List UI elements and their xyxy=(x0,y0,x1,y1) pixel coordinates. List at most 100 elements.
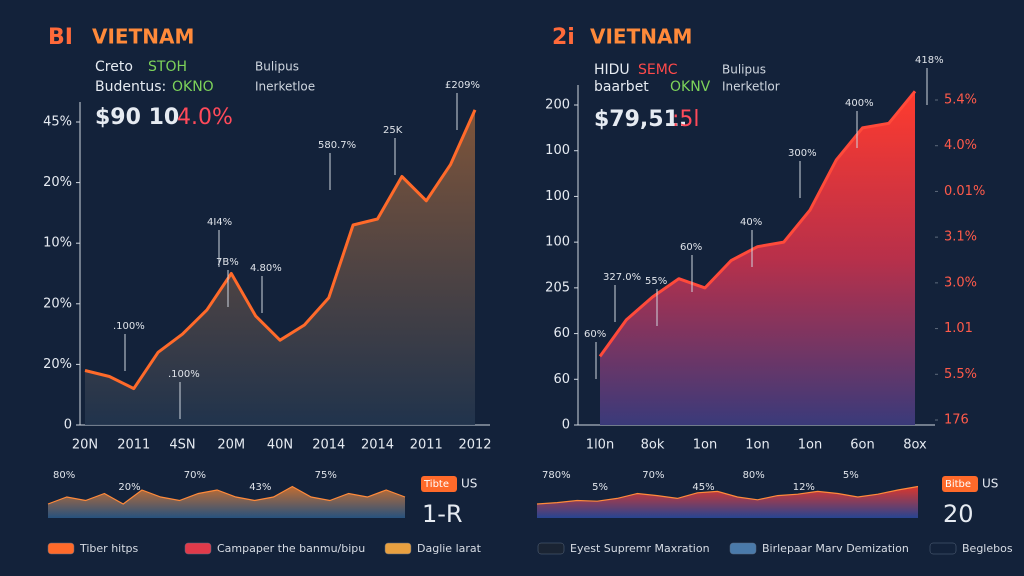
price: $79,51. xyxy=(594,107,687,132)
header-text: SEMC xyxy=(638,62,678,78)
title: VIETNAM xyxy=(590,25,692,49)
y2-tick-label: 5.5% xyxy=(944,367,977,382)
x-tick-label: 2014 xyxy=(361,438,394,453)
mini-annotation: 5% xyxy=(592,482,608,493)
mini-annotation: 43% xyxy=(249,482,271,493)
badge-unit: US xyxy=(461,477,477,491)
mini-annotation: 12% xyxy=(793,482,815,493)
x-tick-label: 20M xyxy=(217,438,245,453)
y-tick-label: 0 xyxy=(562,418,570,433)
annotation: 60% xyxy=(584,329,606,340)
header-text: baarbet xyxy=(594,79,649,95)
mini-area xyxy=(48,486,405,518)
y-tick-label: 205 xyxy=(545,280,570,295)
mini-area xyxy=(537,486,918,518)
y-tick-label: 60 xyxy=(553,372,570,387)
annotation: £209% xyxy=(445,80,480,91)
badge-unit: US xyxy=(982,477,998,491)
y2-tick-label: 0.01% xyxy=(944,184,985,199)
x-tick-label: 1on xyxy=(693,438,717,453)
annotation: 418% xyxy=(915,55,944,66)
price-change: :5l xyxy=(672,107,700,132)
legend-label: Daglie larat xyxy=(417,542,482,555)
annotation: 25K xyxy=(383,125,403,136)
badge: Bitbe xyxy=(945,479,971,490)
annotation: 55% xyxy=(645,276,667,287)
y-tick-label: 200 xyxy=(545,98,570,113)
annotation: 40% xyxy=(740,217,762,228)
area xyxy=(85,109,475,426)
line xyxy=(598,90,917,358)
y2-tick-label: 5.4% xyxy=(944,93,977,108)
header-text: STOH xyxy=(148,59,187,75)
x-tick-label: 2011 xyxy=(117,438,150,453)
y-tick-label: 10% xyxy=(43,236,72,251)
header-text: Budentus: xyxy=(95,79,166,95)
legend-swatch xyxy=(384,542,412,555)
header-text: Inerketloe xyxy=(255,80,315,94)
annotation: 4.80% xyxy=(250,263,282,274)
header-text: Bulipus xyxy=(255,60,299,74)
mini-annotation: 20% xyxy=(118,482,140,493)
legend-swatch xyxy=(184,542,212,555)
y2-tick-label: 1.01 xyxy=(944,321,973,336)
legend-swatch xyxy=(47,542,75,555)
mini-line xyxy=(47,485,406,505)
header-text: Creto xyxy=(95,59,133,75)
annotation: 400% xyxy=(845,98,874,109)
mini-line xyxy=(536,485,919,505)
y2-tick-label: 3.1% xyxy=(944,230,977,245)
annotation: 60% xyxy=(680,242,702,253)
badge: Tibte xyxy=(423,479,449,490)
y-tick-label: 20% xyxy=(43,357,72,372)
x-tick-label: 2011 xyxy=(410,438,443,453)
price: $90 10 xyxy=(95,105,179,130)
y-tick-label: 45% xyxy=(43,115,72,130)
legend-label: Campaper the banmu/bipu xyxy=(217,542,365,555)
line xyxy=(84,109,477,391)
annotation: .100% xyxy=(113,321,145,332)
header-text: Bulipus xyxy=(722,63,766,77)
header-text: HIDU xyxy=(594,62,630,78)
y-tick-label: 20% xyxy=(43,296,72,311)
title-prefix: 2i xyxy=(552,25,575,50)
header-text: OKNV xyxy=(670,79,711,95)
y2-tick-label: 4.0% xyxy=(944,138,977,153)
y2-tick-label: 176 xyxy=(944,413,969,428)
annotation: 327.0% xyxy=(603,272,641,283)
y-tick-label: 100 xyxy=(545,189,570,204)
annotation: 300% xyxy=(788,148,817,159)
mini-annotation: 80% xyxy=(53,470,75,481)
legend-label: Beglebos xyxy=(962,542,1013,555)
y2-tick-label: 3.0% xyxy=(944,275,977,290)
mini-annotation: 5% xyxy=(843,470,859,481)
legend-swatch xyxy=(929,542,957,555)
y-tick-label: 100 xyxy=(545,235,570,250)
x-tick-label: 4SN xyxy=(169,438,195,453)
badge-value: 1-R xyxy=(422,500,463,528)
y-tick-label: 100 xyxy=(545,143,570,158)
mini-annotation: 80% xyxy=(743,470,765,481)
x-tick-label: 8ox xyxy=(903,438,927,453)
annotation: 4I4% xyxy=(207,217,232,228)
legend-label: Birlepaar Marv Demization xyxy=(762,542,909,555)
annotation: .100% xyxy=(168,369,200,380)
y-tick-label: 60 xyxy=(553,326,570,341)
mini-annotation: 70% xyxy=(184,470,206,481)
legend-label: Tiber hitps xyxy=(79,542,139,555)
badge-value: 20 xyxy=(943,500,974,528)
price-change: 4.0% xyxy=(177,105,233,130)
legend-swatch xyxy=(729,542,757,555)
annotation: 580.7% xyxy=(318,140,356,151)
x-tick-label: 8ok xyxy=(641,438,665,453)
legend-swatch xyxy=(537,542,565,555)
x-tick-label: 1on xyxy=(745,438,769,453)
x-tick-label: 6on xyxy=(850,438,874,453)
y-tick-label: 0 xyxy=(64,418,72,433)
y-tick-label: 20% xyxy=(43,175,72,190)
header-text: Inerketlor xyxy=(722,80,780,94)
mini-annotation: 45% xyxy=(692,482,714,493)
title-prefix: BI xyxy=(48,25,73,50)
x-tick-label: 20N xyxy=(72,438,98,453)
